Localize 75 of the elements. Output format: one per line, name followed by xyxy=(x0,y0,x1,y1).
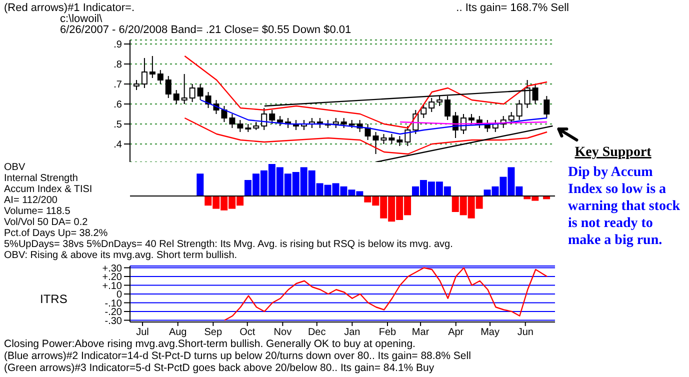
y-tick-label: +.30 xyxy=(102,263,122,274)
annotation: Key Support xyxy=(574,145,652,160)
candlestick xyxy=(157,70,164,84)
candlestick xyxy=(141,58,148,88)
text: (Blue arrows)#2 Indicator=14-d St-Pct-D turns up below 20/turns down over 80.. Its gain= 88.8% Sell xyxy=(4,350,471,362)
text: Accum Index & TISI xyxy=(4,184,92,195)
candlestick xyxy=(388,134,395,144)
x-tick-label: Nov xyxy=(274,327,292,338)
candlestick xyxy=(544,96,550,118)
text: Closing Power:Above rising mvg.avg.Short-term bullish. Generally OK to buy at opening. xyxy=(4,338,416,350)
candlestick xyxy=(420,104,427,118)
y-tick-label: +.20 xyxy=(102,272,122,284)
candlestick xyxy=(229,114,236,128)
x-tick-label: Jul xyxy=(136,327,149,338)
text: Volume= 118.5 xyxy=(4,206,70,217)
y-tick-label: +.10 xyxy=(102,280,122,292)
candlestick xyxy=(277,116,284,126)
text: (Red arrows)#1 Indicator=. xyxy=(4,2,135,14)
text: AI= 112/200 xyxy=(4,195,58,206)
candlestick xyxy=(261,108,268,130)
y-tick-label: .6 xyxy=(114,100,122,111)
candlestick xyxy=(364,124,371,140)
candlestick xyxy=(508,112,514,124)
y-tick-label: -.10 xyxy=(104,298,122,310)
y-tick-label: .4 xyxy=(114,140,122,151)
line-series xyxy=(224,267,548,321)
text: .. Its gain= 168.7% Sell xyxy=(456,2,569,14)
text: Dip by Accum Index so low is a warning that stock is not ready to make a big run. xyxy=(568,164,682,249)
text: OBV xyxy=(4,162,26,173)
candlestick xyxy=(197,84,204,100)
y-tick-label: .9 xyxy=(114,40,122,51)
x-tick-label: Feb xyxy=(378,327,397,338)
x-tick-label: Aug xyxy=(168,327,187,338)
text: Internal Strength xyxy=(4,173,78,184)
x-tick-label: Sep xyxy=(204,327,223,338)
candlestick xyxy=(189,84,196,102)
x-tick-label: Jun xyxy=(517,327,534,338)
y-tick-label: -.30 xyxy=(104,316,122,327)
candlestick xyxy=(173,90,180,104)
y-tick-label: .7 xyxy=(114,80,122,91)
candlestick xyxy=(133,80,140,90)
text: Vol/Vol 50 DA= 0.2 xyxy=(4,217,88,228)
text: Pct.of Days Up= 38.2% xyxy=(4,228,108,239)
text: OBV: Rising & above its mvg.avg. Short term bullish. xyxy=(4,250,238,261)
candlestick xyxy=(516,100,522,120)
y-tick-label: .5 xyxy=(114,120,122,131)
line-series xyxy=(184,55,548,129)
candlestick xyxy=(468,114,474,124)
y-tick-label: 0 xyxy=(116,290,122,301)
text: c:\lowoil\ xyxy=(60,13,102,25)
candlestick xyxy=(404,126,411,146)
y-tick-label: -.20 xyxy=(104,307,122,318)
x-tick-label: Dec xyxy=(308,327,326,338)
bar xyxy=(196,174,204,196)
x-tick-label: Jan xyxy=(344,327,360,338)
candlestick xyxy=(269,110,276,124)
candlestick xyxy=(149,56,156,78)
candlestick xyxy=(237,120,244,132)
candlestick xyxy=(181,74,188,104)
x-tick-label: Apr xyxy=(448,327,464,338)
line-series xyxy=(184,117,548,155)
text: 5%UpDays= 38vs 5%DnDays= 40 Rel Strength: Its Mvg. Avg. is rising but RSQ is below its mvg. avg. xyxy=(4,239,453,250)
line-series xyxy=(200,99,548,135)
candlestick xyxy=(396,136,403,146)
x-tick-label: May xyxy=(480,327,500,338)
text: (Green arrows)#3 Indicator=5-d St-PctD goes back above 20/below 80.. Its gain= 84.1% Buy xyxy=(4,362,434,374)
y-axis-title: ITRS xyxy=(40,292,68,306)
candlestick xyxy=(221,106,228,122)
candlestick xyxy=(340,118,347,128)
x-tick-label: Oct xyxy=(240,327,256,338)
y-tick-label: .8 xyxy=(114,60,122,71)
text: 6/26/2007 - 6/20/2008 Band= .21 Close= $0.55 Down $0.01 xyxy=(60,24,352,36)
candlestick xyxy=(332,118,339,128)
x-tick-label: Mar xyxy=(412,327,430,338)
candlestick xyxy=(165,76,172,98)
